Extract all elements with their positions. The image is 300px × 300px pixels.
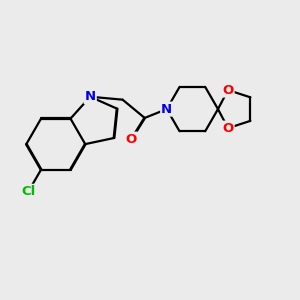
Text: N: N <box>85 90 96 103</box>
Text: O: O <box>222 84 234 97</box>
Text: N: N <box>161 103 172 116</box>
Text: O: O <box>126 133 137 146</box>
Text: O: O <box>222 122 234 135</box>
Text: Cl: Cl <box>21 185 36 198</box>
